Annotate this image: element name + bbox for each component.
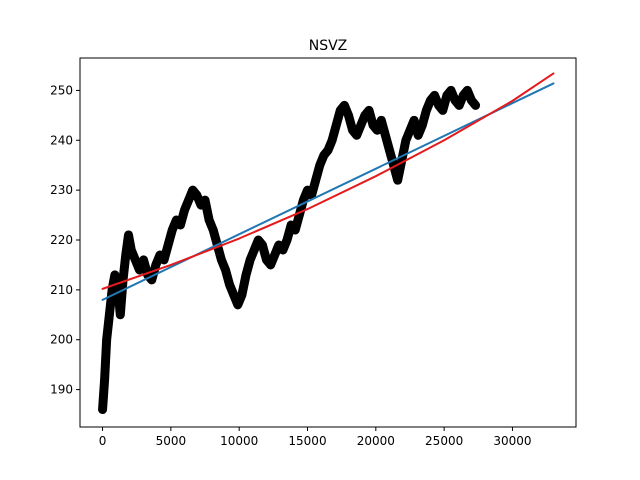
y-tick-label: 190 — [50, 383, 73, 397]
y-tick-label: 240 — [50, 133, 73, 147]
plot-area — [98, 72, 555, 415]
y-tick-label: 200 — [50, 333, 73, 347]
data-series-line — [98, 85, 481, 415]
curve-fit-line — [101, 72, 555, 290]
x-tick-label: 10000 — [220, 434, 258, 448]
x-axis: 0 5000 10000 15000 20000 25000 30000 — [99, 427, 532, 448]
axes-frame — [79, 57, 577, 428]
x-tick-label: 20000 — [357, 434, 395, 448]
y-axis: 190 200 210 220 230 240 250 — [50, 83, 80, 397]
y-tick-label: 230 — [50, 183, 73, 197]
x-tick-label: 30000 — [493, 434, 531, 448]
y-tick-label: 210 — [50, 283, 73, 297]
x-tick-label: 25000 — [425, 434, 463, 448]
chart-title: NSVZ — [309, 38, 348, 54]
y-tick-label: 250 — [50, 83, 73, 97]
y-tick-label: 220 — [50, 233, 73, 247]
x-tick-label: 5000 — [156, 434, 187, 448]
x-tick-label: 0 — [99, 434, 107, 448]
x-tick-label: 15000 — [288, 434, 326, 448]
